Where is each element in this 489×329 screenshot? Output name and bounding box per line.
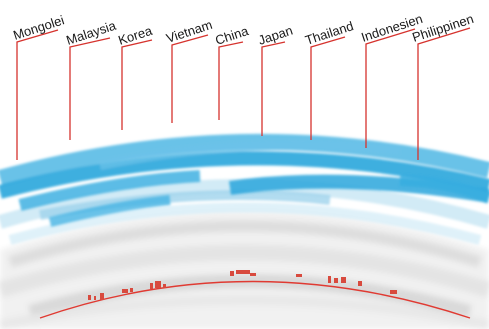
grey-bands (0, 210, 489, 329)
leader-line-mongolei (16, 29, 59, 160)
leader-line-vietnam (171, 34, 209, 123)
blue-bands (0, 133, 489, 227)
country-labels: Mongolei Malaysia Korea Vietnam China Ja… (11, 11, 475, 48)
city-silhouettes (88, 270, 397, 300)
leader-line-japan (261, 41, 286, 136)
leader-line-korea (121, 39, 153, 130)
leader-lines (16, 27, 471, 160)
leader-line-china (218, 41, 244, 120)
leader-line-malaysia (69, 37, 111, 140)
label-vietnam: Vietnam (164, 17, 214, 46)
label-malaysia: Malaysia (64, 17, 118, 47)
label-mongolei: Mongolei (11, 12, 66, 43)
label-thailand: Thailand (303, 18, 355, 48)
leader-line-thailand (310, 36, 346, 140)
leader-line-philippinen (417, 27, 471, 160)
horizon (39, 270, 471, 319)
leader-line-indonesien (365, 28, 416, 148)
